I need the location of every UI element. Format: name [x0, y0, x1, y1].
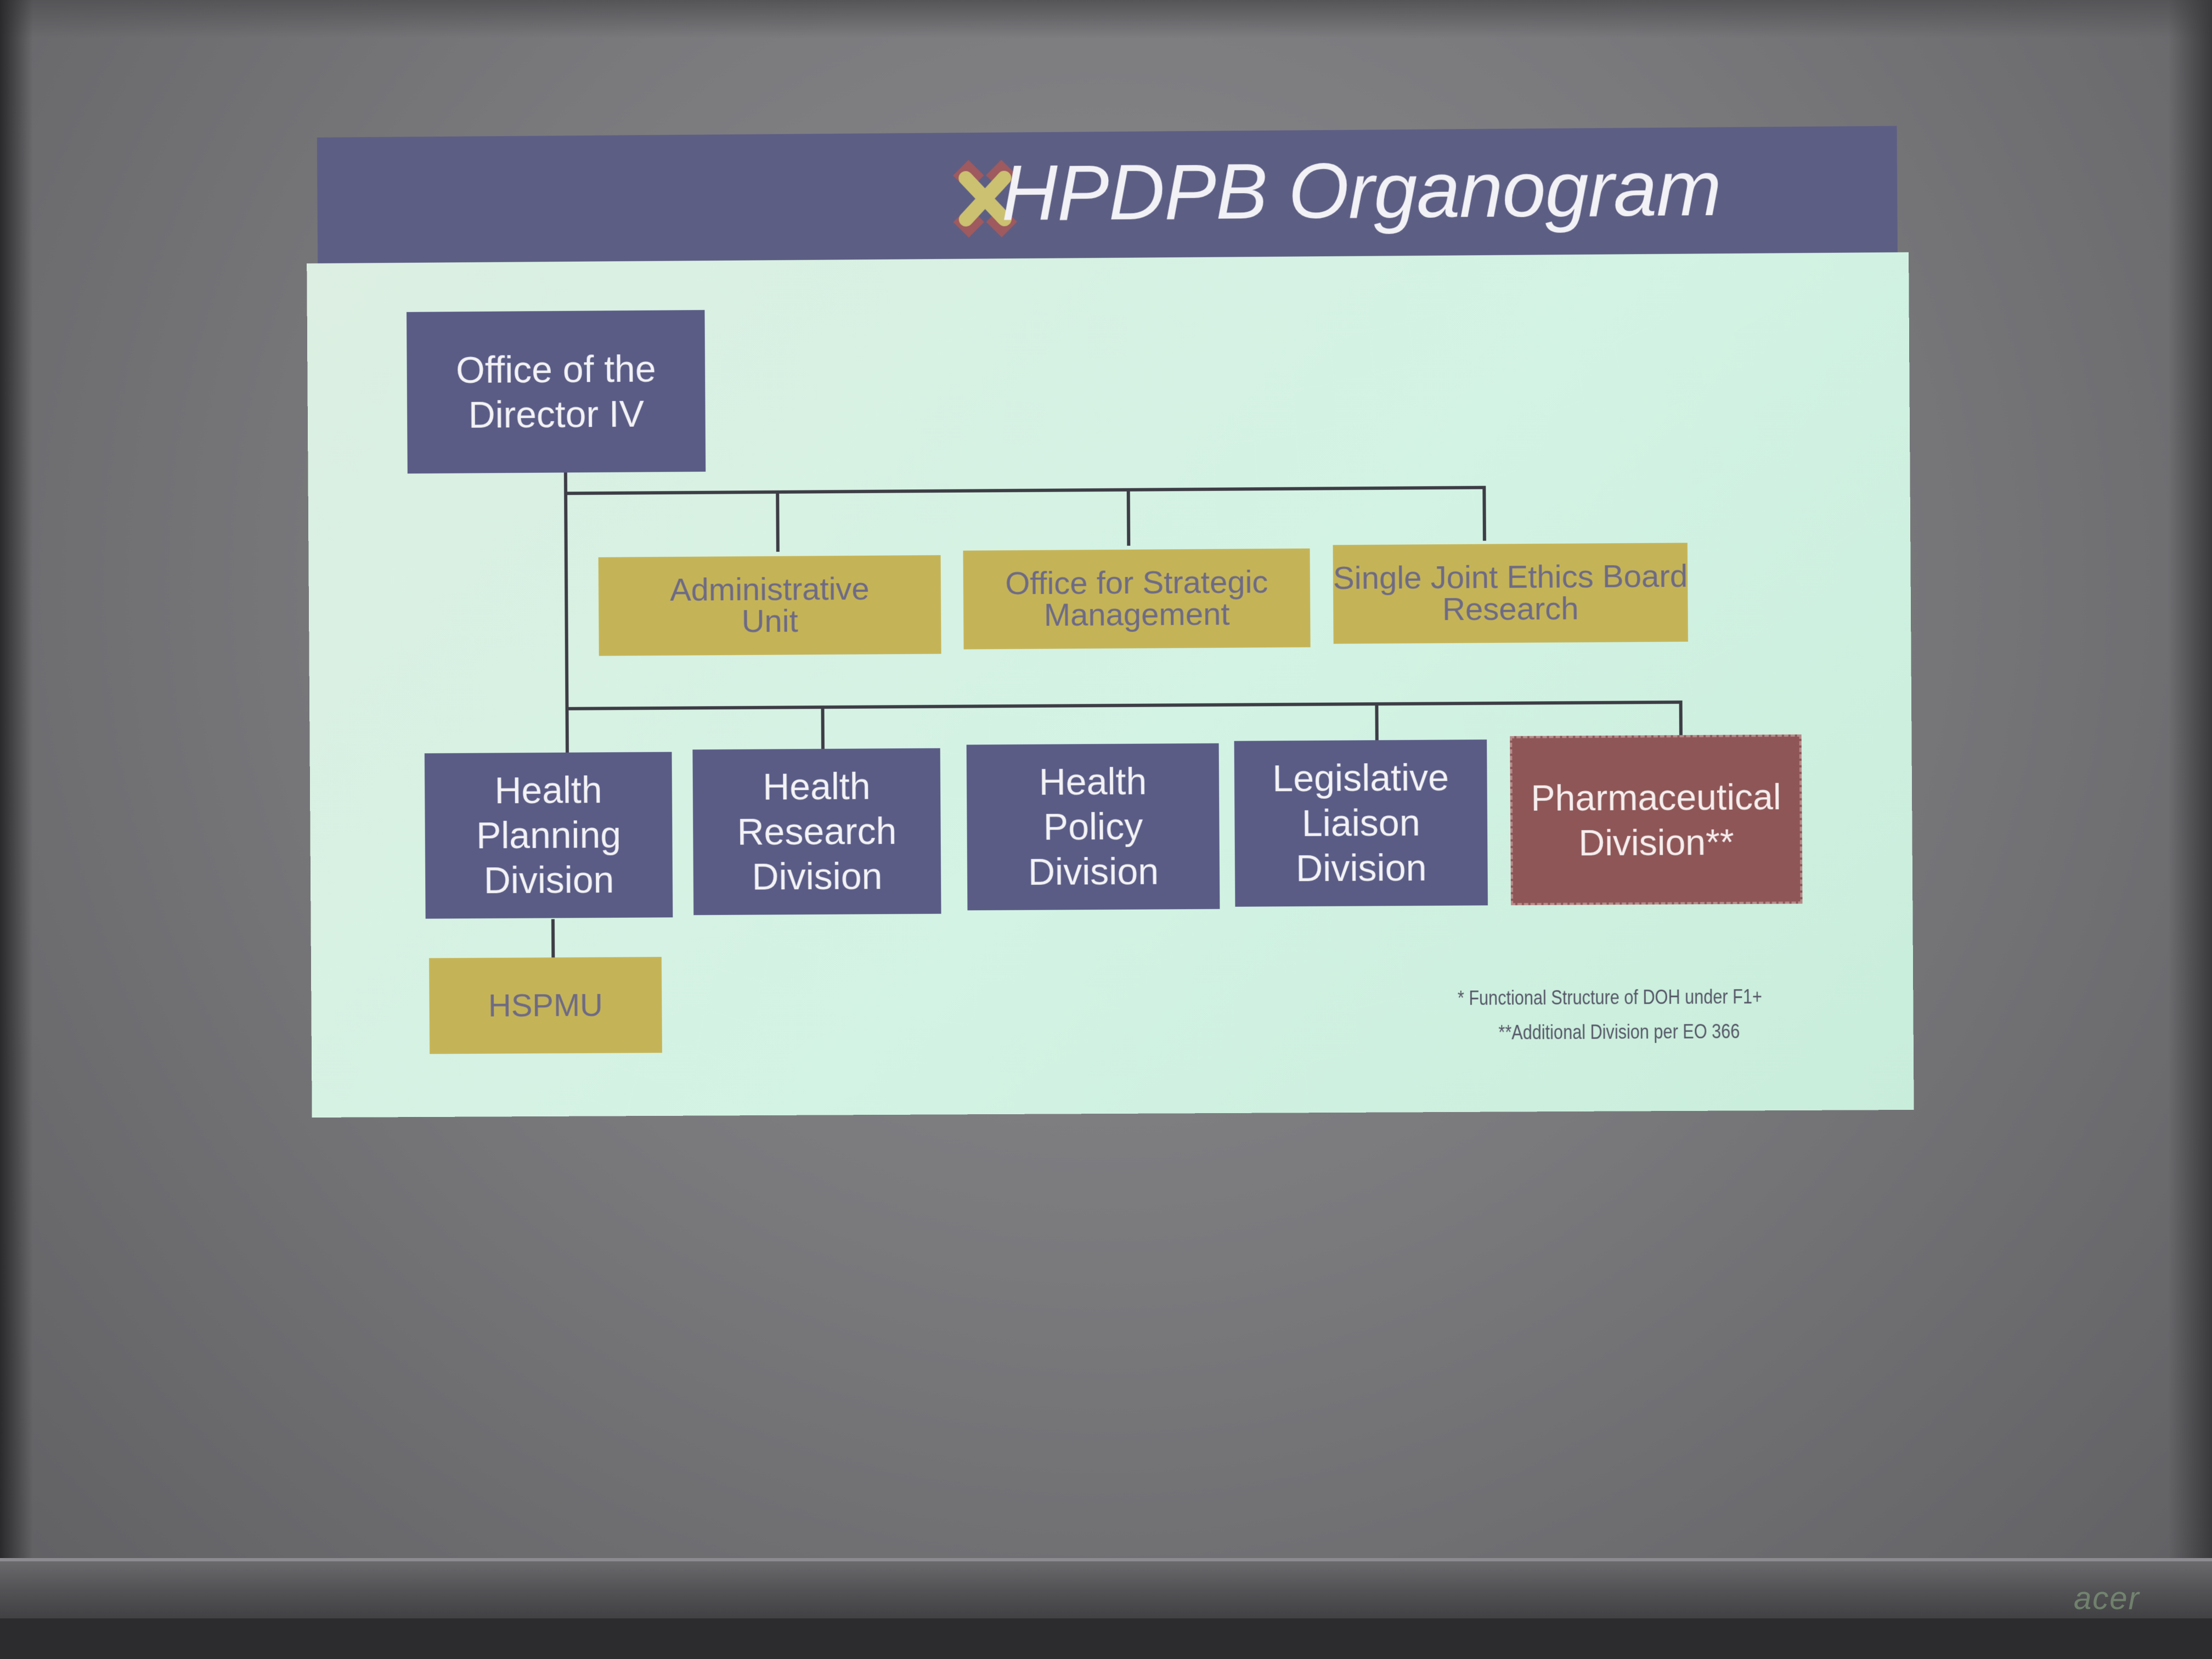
- slide-title: HPDPB Organogram: [1001, 143, 1771, 239]
- director-office-box: Office of the Director IV: [407, 310, 706, 473]
- hspmu-box: HSPMU: [429, 957, 662, 1054]
- pharmaceutical-division-box: Pharmaceutical Division**: [1510, 735, 1802, 905]
- division-drop-line-5: [1679, 701, 1683, 740]
- screen-right-edge: [2168, 0, 2212, 1659]
- footnote-functional-structure: * Functional Structure of DOH under F1+: [1458, 985, 1762, 1010]
- health-policy-division-box: Health Policy Division: [967, 743, 1220, 911]
- screen-left-edge: [0, 0, 33, 1659]
- legislative-liaison-division-box: Legislative Liaison Division: [1234, 740, 1488, 907]
- health-research-division-box: Health Research Division: [692, 748, 941, 915]
- floor-shadow-band: [0, 1618, 2212, 1659]
- screen-bottom-rail: [0, 1558, 2212, 1622]
- ethics-board-box: Single Joint Ethics Board Research: [1333, 543, 1688, 644]
- division-drop-line-4: [1375, 702, 1378, 742]
- footnote-additional-division: **Additional Division per EO 366: [1498, 1020, 1740, 1044]
- projector-brand-logo: acer: [2074, 1580, 2140, 1617]
- staff-drop-line-1: [776, 490, 780, 552]
- administrative-unit-box: Administrative Unit: [599, 555, 941, 656]
- staff-drop-line-2: [1127, 488, 1131, 546]
- staff-drop-line-3: [1482, 486, 1486, 541]
- projected-slide: HPDPB Organogram Office of the Director …: [306, 93, 1914, 1118]
- health-planning-division-box: Health Planning Division: [425, 752, 673, 919]
- screen-top-edge: [0, 0, 2212, 38]
- strategic-management-box: Office for Strategic Management: [963, 549, 1310, 650]
- hspmu-link-line: [551, 919, 555, 957]
- division-drop-line-2: [821, 706, 824, 751]
